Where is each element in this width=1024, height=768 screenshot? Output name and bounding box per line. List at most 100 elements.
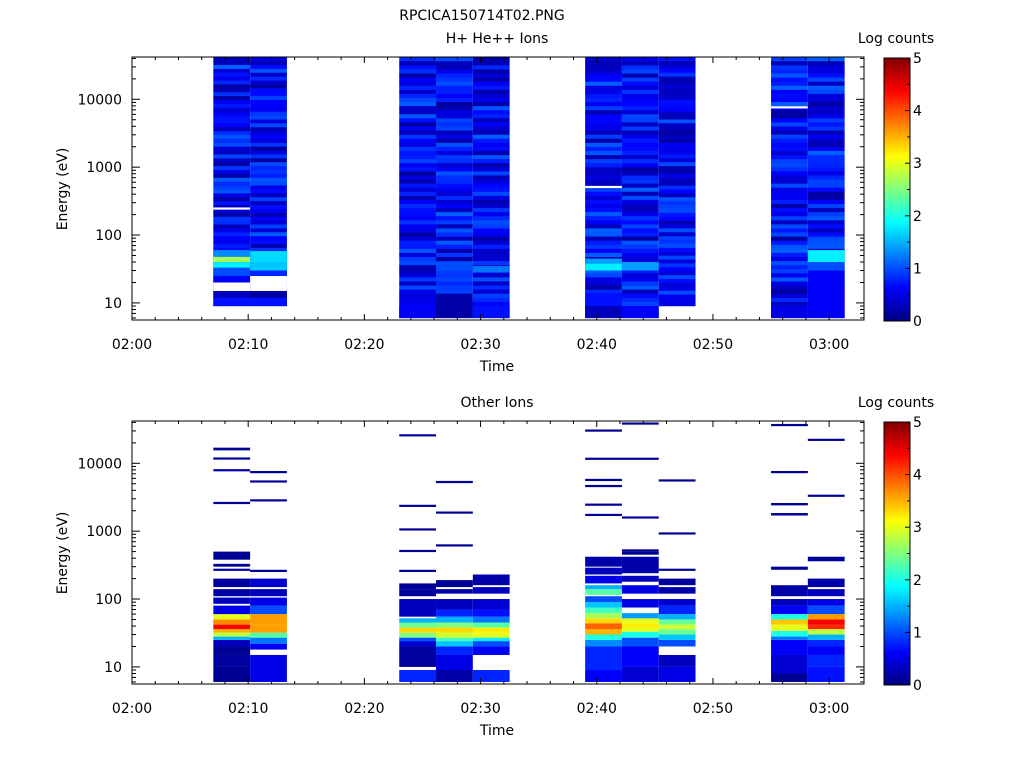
data-cell	[472, 301, 510, 306]
data-cell	[585, 187, 622, 192]
data-cell	[585, 272, 622, 278]
data-cell	[585, 232, 622, 237]
data-cell	[658, 173, 696, 178]
data-column	[399, 434, 437, 682]
data-cell	[472, 285, 510, 290]
data-cell	[807, 113, 845, 119]
data-cell	[621, 187, 659, 192]
data-cell	[472, 223, 510, 229]
data-cell	[250, 142, 287, 147]
data-cell	[472, 240, 510, 245]
data-cell	[658, 185, 696, 190]
data-cell	[472, 97, 510, 103]
data-cell	[585, 306, 622, 318]
data-cell	[399, 637, 437, 642]
data-cell	[585, 585, 622, 590]
data-cell	[436, 105, 473, 111]
y-tick-label: 10000	[77, 456, 122, 472]
data-cell	[771, 191, 808, 196]
data-cell	[472, 256, 510, 262]
data-cell	[621, 613, 659, 619]
data-cell	[213, 267, 251, 276]
data-column	[585, 429, 622, 682]
data-cell	[807, 146, 845, 151]
data-cell	[658, 134, 696, 139]
data-cell	[621, 89, 659, 94]
data-cell	[771, 142, 808, 147]
data-cell	[213, 103, 251, 108]
data-cell	[213, 84, 251, 89]
data-cell	[436, 158, 473, 164]
data-cell	[658, 103, 696, 108]
data-cell	[621, 599, 659, 608]
data-cell	[585, 618, 622, 624]
data-cell	[621, 85, 659, 90]
data-cell	[399, 203, 437, 209]
data-cell	[585, 126, 622, 131]
data-cell	[250, 165, 287, 171]
data-cell	[399, 618, 437, 623]
data-cell	[472, 289, 510, 294]
data-cell	[436, 175, 473, 180]
data-cell	[399, 589, 437, 597]
data-cell	[585, 634, 622, 640]
data-cell	[250, 64, 287, 69]
data-cell	[250, 270, 287, 276]
data-cell	[658, 76, 696, 81]
data-cell	[436, 268, 473, 274]
data-cell	[250, 107, 287, 112]
data-cell	[658, 169, 696, 174]
data-cell	[436, 126, 473, 131]
data-cell	[771, 150, 808, 156]
x-tick-label: 03:00	[809, 701, 849, 717]
y-tick-label: 1000	[86, 524, 122, 540]
panel-title: H+ He++ Ions	[446, 31, 549, 47]
data-cell	[399, 175, 437, 180]
data-cell	[658, 212, 696, 217]
data-cell	[213, 185, 251, 190]
data-cell	[621, 207, 659, 213]
data-cell	[213, 250, 251, 257]
data-cell	[771, 199, 808, 204]
data-cell	[621, 69, 659, 74]
data-cell	[213, 157, 251, 163]
data-cell	[399, 297, 437, 302]
x-axis-label: Time	[479, 723, 514, 739]
data-cell	[658, 72, 696, 77]
data-cell	[658, 84, 696, 89]
data-cell	[771, 673, 808, 682]
data-cell	[771, 471, 808, 474]
data-column	[658, 56, 696, 307]
data-cell	[807, 236, 845, 241]
data-cell	[621, 244, 659, 249]
data-cell	[658, 239, 696, 244]
data-cell	[399, 285, 437, 290]
data-cell	[250, 632, 287, 638]
data-cell	[436, 60, 473, 66]
data-cell	[771, 77, 808, 82]
data-cell	[213, 204, 251, 209]
colorbar	[883, 421, 911, 686]
data-cell	[621, 293, 659, 298]
data-cell	[585, 268, 622, 274]
data-cell	[436, 641, 473, 647]
data-cell	[399, 240, 437, 245]
data-cell	[807, 494, 845, 497]
data-cell	[807, 122, 845, 127]
data-cell	[399, 293, 437, 298]
data-cell	[472, 627, 510, 633]
data-cell	[807, 130, 845, 135]
data-cell	[585, 175, 622, 180]
data-cell	[472, 117, 510, 123]
data-cell	[436, 113, 473, 119]
data-cell	[436, 81, 473, 86]
colorbar-tick-label: 2	[913, 573, 922, 589]
data-cell	[621, 183, 659, 188]
data-cell	[621, 60, 659, 66]
data-cell	[436, 56, 473, 62]
data-cell	[399, 256, 437, 262]
data-cell	[472, 670, 510, 682]
data-cell	[472, 56, 510, 62]
data-cell	[658, 605, 696, 615]
data-cell	[771, 89, 808, 94]
